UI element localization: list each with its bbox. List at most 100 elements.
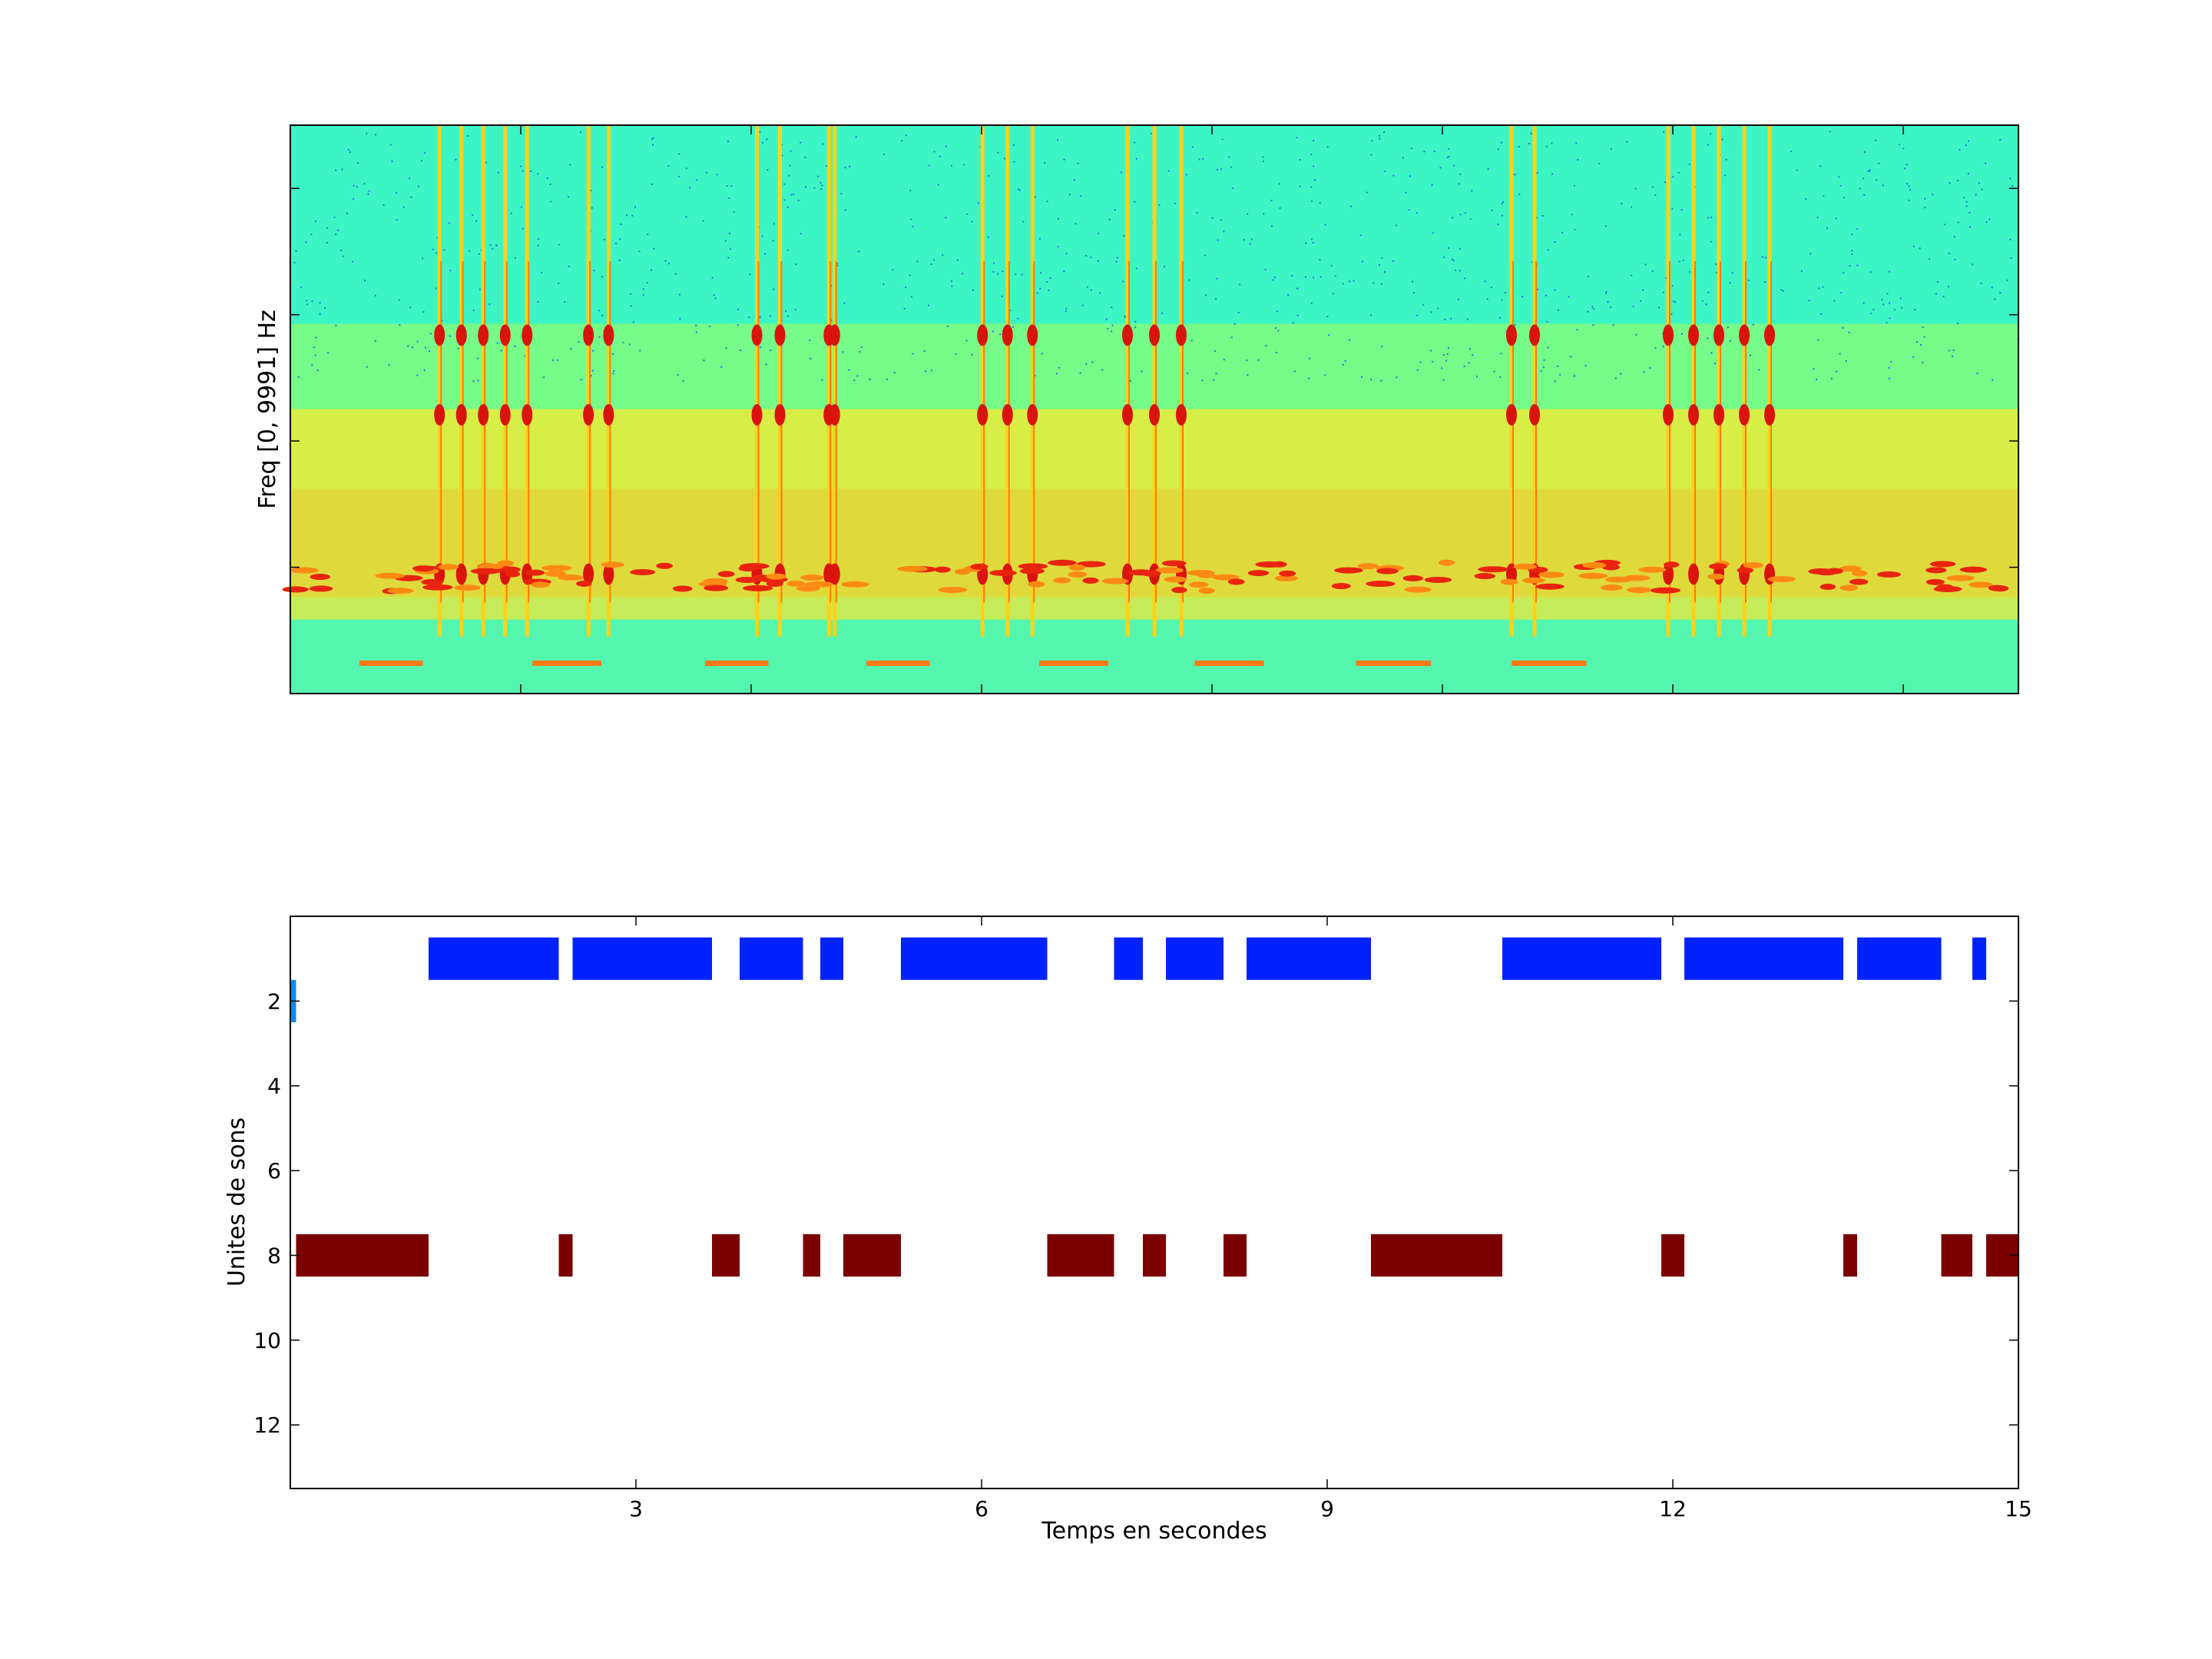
spectrogram-blob <box>499 404 511 426</box>
spectrogram-speckle <box>1530 132 1532 134</box>
spectrogram-speckle <box>1304 276 1306 278</box>
spectrogram-speckle <box>1487 168 1489 171</box>
spectrogram-speckle <box>726 185 728 187</box>
spectrogram-speckle <box>773 288 775 290</box>
spectrogram-blob <box>703 578 728 584</box>
spectrogram-speckle <box>1308 357 1310 359</box>
spectrogram-speckle <box>1264 268 1267 270</box>
spectrogram-speckle <box>319 302 321 304</box>
spectrogram-speckle <box>342 255 344 257</box>
spectrogram-speckle <box>1665 277 1667 280</box>
spectrogram-speckle <box>869 378 871 380</box>
spectrogram-speckle <box>702 220 704 222</box>
unit-8-segment <box>1371 1233 1502 1277</box>
spectrogram-speckle <box>1893 309 1896 311</box>
spectrogram-speckle <box>398 299 400 301</box>
spectrogram-speckle <box>1442 379 1445 381</box>
spectrogram-speckle <box>1114 209 1116 211</box>
spectrogram-blob <box>1936 584 1954 591</box>
spectrogram-speckle <box>1049 277 1051 280</box>
spectrogram-speckle <box>836 264 839 267</box>
spectrogram-speckle <box>558 282 560 284</box>
spectrogram-blob <box>1988 584 2006 591</box>
spectrogram-speckle <box>293 262 296 264</box>
spectrogram-speckle <box>1914 309 1916 311</box>
spectrogram-speckle <box>1573 374 1575 376</box>
spectrogram-speckle <box>790 194 793 196</box>
spectrogram-speckle <box>769 315 771 317</box>
spectrogram-speckle <box>1957 221 1959 224</box>
spectrogram-blob <box>1707 573 1725 580</box>
spectrogram-speckle <box>1274 327 1277 329</box>
spectrogram-speckle <box>591 369 594 372</box>
spectrogram-speckle <box>1038 237 1041 240</box>
spectrogram-speckle <box>1381 257 1383 259</box>
spectrogram-speckle <box>1202 157 1204 160</box>
spectrogram-speckle <box>830 319 833 321</box>
spectrogram-blob <box>717 571 735 578</box>
spectrogram-speckle <box>1310 238 1313 240</box>
spectrogram-speckle <box>1501 299 1503 301</box>
spectrogram-speckle <box>1992 379 1994 381</box>
spectrogram-speckle <box>844 167 846 169</box>
unit-8-segment <box>1941 1233 1972 1277</box>
spectrogram-speckle <box>323 307 326 310</box>
spectrogram-speckle <box>1932 194 1934 196</box>
spectrogram-speckle <box>1497 148 1499 151</box>
spectrogram-blob <box>1739 324 1750 346</box>
unit-1-segment <box>1857 937 1942 980</box>
spectrogram-speckle <box>1869 170 1871 172</box>
spectrogram-speckle <box>1851 250 1853 252</box>
spectrogram-speckle <box>1310 186 1313 188</box>
spectrogram-speckle <box>297 376 300 378</box>
spectrogram-speckle <box>1679 233 1681 236</box>
spectrogram-speckle <box>1499 376 1502 379</box>
spectrogram-speckle <box>326 227 329 229</box>
spectrogram-speckle <box>966 213 969 215</box>
spectrogram-speckle <box>1999 138 2002 141</box>
spectrogram-blob <box>1764 324 1775 346</box>
spectrogram-speckle <box>1856 227 1859 230</box>
spectrogram-speckle <box>1085 254 1088 257</box>
spectrogram-speckle <box>1247 213 1249 215</box>
spectrogram-blob <box>522 324 533 346</box>
spectrogram-speckle <box>300 286 303 288</box>
spectrogram-speckle <box>1454 270 1456 272</box>
spectrogram-speckle <box>310 233 313 236</box>
spectrogram-speckle <box>319 313 321 315</box>
spectrogram-speckle <box>1924 207 1926 209</box>
spectrogram-speckle <box>1592 324 1594 326</box>
spectrogram-speckle <box>1308 377 1310 379</box>
spectrogram-speckle <box>1073 179 1075 181</box>
spectrogram-speckle <box>1384 271 1386 273</box>
spectrogram-dash <box>1512 661 1587 667</box>
spectrogram-blob <box>1500 578 1518 585</box>
spectrogram-speckle <box>1416 369 1419 371</box>
spectrogram-speckle <box>1988 218 1991 220</box>
spectrogram-speckle <box>788 174 790 177</box>
spectrogram-speckle <box>1963 197 1965 199</box>
spectrogram-speckle <box>492 247 494 250</box>
spectrogram-speckle <box>1396 376 1398 379</box>
spectrogram-blob <box>1688 324 1699 346</box>
spectrogram-speckle <box>1869 313 1872 315</box>
spectrogram-speckle <box>988 175 990 177</box>
spectrogram-speckle <box>1450 317 1452 320</box>
spectrogram-speckle <box>1111 324 1114 326</box>
spectrogram-speckle <box>682 380 684 382</box>
spectrogram-speckle <box>1682 259 1684 261</box>
spectrogram-speckle <box>363 280 366 282</box>
spectrogram-blob <box>1334 567 1363 574</box>
spectrogram-speckle <box>1111 306 1113 309</box>
spectrogram-speckle <box>1120 171 1122 174</box>
spectrogram-speckle <box>598 310 600 312</box>
spectrogram-speckle <box>821 184 823 187</box>
spectrogram-speckle <box>335 233 337 236</box>
spectrogram-speckle <box>1077 162 1079 164</box>
spectrogram-blob <box>1331 583 1351 590</box>
spectrogram-speckle <box>620 224 622 226</box>
spectrogram-speckle <box>1980 283 1982 285</box>
spectrogram-speckle <box>1952 349 1955 352</box>
spectrogram-speckle <box>1707 217 1710 219</box>
spectrogram-speckle <box>638 250 641 253</box>
